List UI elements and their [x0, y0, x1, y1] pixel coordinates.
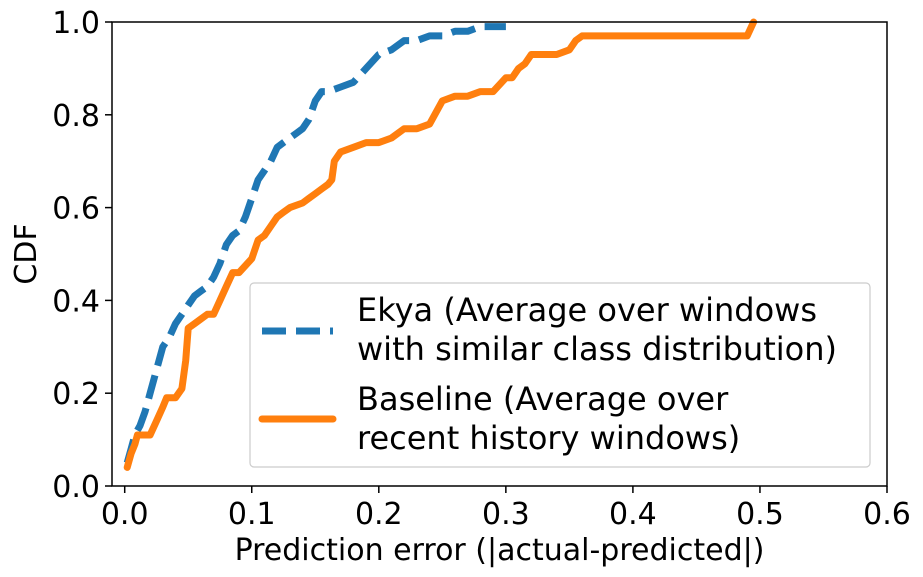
legend-label-ekya-line2: with similar class distribution) [357, 330, 837, 368]
plot-lines [123, 18, 758, 471]
x-tick-label: 0.3 [482, 497, 530, 532]
x-tick-label: 0.4 [609, 497, 657, 532]
y-axis-ticks: 0.0 0.2 0.4 0.6 0.8 1.0 [52, 6, 112, 505]
y-tick-label: 0.8 [52, 99, 100, 134]
legend: Ekya (Average over windows with similar … [249, 282, 871, 468]
plot-frame [111, 21, 888, 487]
x-axis-ticks: 0.0 0.1 0.2 0.3 0.4 0.5 0.6 [101, 486, 911, 532]
y-tick-label: 0.4 [52, 284, 100, 319]
legend-label-ekya-line1: Ekya (Average over windows [357, 291, 817, 329]
x-tick-label: 0.0 [101, 497, 149, 532]
legend-label-baseline-line1: Baseline (Average over [357, 380, 729, 418]
series-line-ekya [123, 23, 506, 464]
series-line-baseline [123, 18, 758, 471]
legend-box [249, 282, 871, 468]
y-tick-label: 1.0 [52, 6, 100, 41]
legend-label-baseline-line2: recent history windows) [357, 419, 740, 457]
x-tick-label: 0.6 [863, 497, 911, 532]
y-tick-label: 0.6 [52, 192, 100, 227]
x-tick-label: 0.1 [228, 497, 276, 532]
x-tick-label: 0.2 [355, 497, 403, 532]
y-tick-label: 0.2 [52, 377, 100, 412]
y-tick-label: 0.0 [52, 470, 100, 505]
x-tick-label: 0.5 [736, 497, 784, 532]
y-axis-label: CDF [9, 223, 44, 284]
x-axis-label: Prediction error (|actual-predicted|) [235, 533, 765, 568]
